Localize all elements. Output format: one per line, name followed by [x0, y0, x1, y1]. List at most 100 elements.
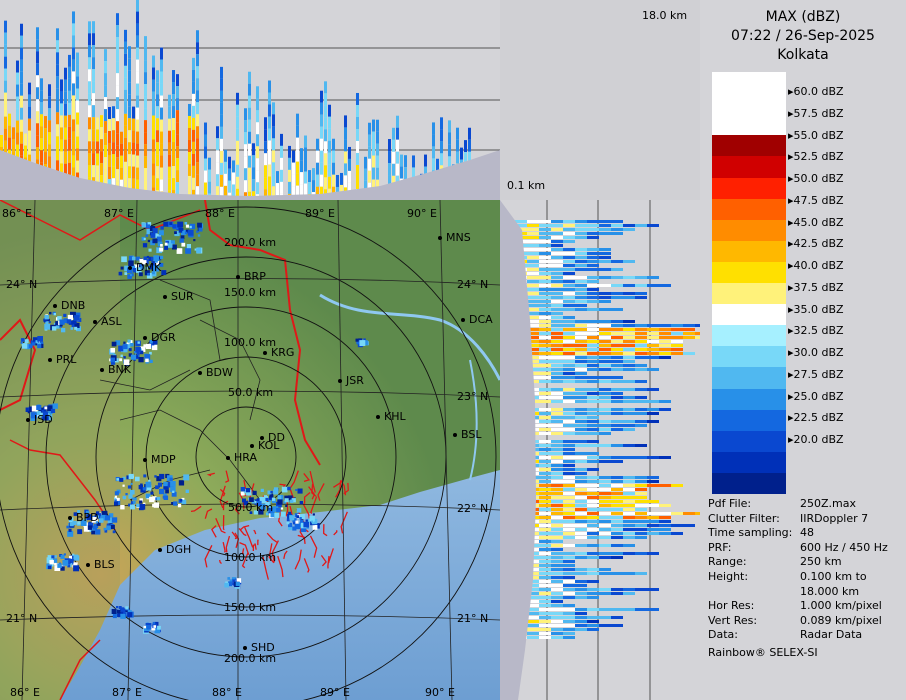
profile-column [248, 131, 251, 144]
profile-row [539, 348, 551, 351]
echo-cell [44, 406, 48, 410]
radar-map-svg[interactable] [0, 200, 500, 700]
profile-column [300, 160, 303, 173]
profile-row [575, 516, 587, 519]
color-swatch [712, 430, 786, 453]
profile-row [539, 448, 551, 451]
echo-cell [227, 581, 233, 587]
profile-column [248, 143, 251, 156]
profile-row [599, 408, 611, 411]
profile-row [539, 260, 551, 263]
profile-row [635, 480, 647, 483]
delta-channel [271, 540, 279, 563]
profile-column [152, 79, 155, 92]
profile-row [587, 388, 599, 391]
echo-cell [74, 326, 78, 330]
profile-row [599, 248, 611, 251]
profile-row [539, 308, 551, 311]
profile-column [264, 141, 267, 154]
profile-row [599, 284, 611, 287]
profile-row [563, 480, 575, 483]
scale-label: ▸45.0 dBZ [788, 215, 844, 229]
profile-column [172, 166, 175, 179]
profile-row [563, 348, 575, 351]
echo-cell [139, 504, 146, 510]
city-marker-icon [453, 433, 457, 437]
delta-channel [320, 554, 327, 567]
echo-cell [120, 266, 124, 270]
profile-column [128, 58, 131, 71]
profile-row [563, 268, 575, 271]
echo-cell [296, 508, 302, 513]
profile-row [587, 420, 599, 423]
profile-row [575, 324, 587, 327]
profile-row [635, 608, 647, 611]
profile-column [372, 119, 375, 132]
echo-cell [312, 525, 318, 530]
profile-row [587, 524, 599, 527]
echo-cell [144, 354, 151, 360]
echo-cell [25, 407, 31, 412]
profile-column [72, 71, 75, 84]
profile-row [575, 572, 587, 575]
profile-column [116, 121, 119, 134]
profile-row [575, 508, 587, 511]
profile-column [112, 154, 115, 167]
color-swatch [712, 72, 786, 94]
delta-channel [309, 470, 316, 493]
echo-cell [198, 227, 203, 232]
profile-row [539, 364, 551, 367]
profile-row [587, 296, 599, 299]
profile-row [563, 352, 575, 355]
profile-row [635, 284, 647, 287]
radar-map[interactable]: 86° E 87° E 88° E 89° E 90° E 86° E 87° … [0, 200, 500, 700]
profile-row [563, 572, 575, 575]
profile-row [539, 304, 551, 307]
profile-row [539, 220, 551, 223]
profile-row [587, 328, 599, 331]
profile-column [216, 126, 219, 139]
profile-column [328, 128, 331, 141]
profile-row [551, 424, 563, 427]
profile-column [448, 132, 451, 145]
echo-cell [122, 495, 127, 500]
profile-row [587, 268, 599, 271]
profile-row [563, 396, 575, 399]
echo-cell [249, 497, 254, 502]
profile-row [635, 344, 647, 347]
profile-column [272, 114, 275, 127]
echo-cell [296, 515, 300, 518]
echo-cell [182, 230, 185, 234]
echo-cell [300, 526, 307, 532]
city-label: DGH [166, 543, 192, 556]
profile-column [136, 119, 139, 132]
profile-column [348, 158, 351, 171]
city-label: ASL [101, 315, 122, 328]
echo-cell [123, 359, 130, 365]
profile-column [132, 154, 135, 167]
profile-row [587, 532, 599, 535]
profile-row [575, 292, 587, 295]
profile-row [551, 512, 563, 515]
profile-column [144, 132, 147, 145]
profile-row [563, 380, 575, 383]
profile-column [328, 152, 331, 165]
profile-row [575, 408, 587, 411]
profile-row [551, 624, 563, 627]
profile-column [296, 125, 299, 138]
scale-label: ▸47.5 dBZ [788, 193, 844, 207]
echo-cell [145, 266, 148, 270]
profile-column [392, 127, 395, 140]
echo-cell [95, 521, 98, 524]
echo-cell [73, 565, 80, 572]
echo-cell [138, 484, 143, 490]
profile-row [563, 276, 575, 279]
profile-column [432, 134, 435, 147]
profile-column [112, 178, 115, 191]
profile-column [304, 171, 307, 184]
profile-row [599, 220, 611, 223]
profile-row [611, 368, 623, 371]
city-marker-icon [100, 368, 104, 372]
profile-column [160, 119, 163, 132]
profile-row [527, 316, 539, 319]
